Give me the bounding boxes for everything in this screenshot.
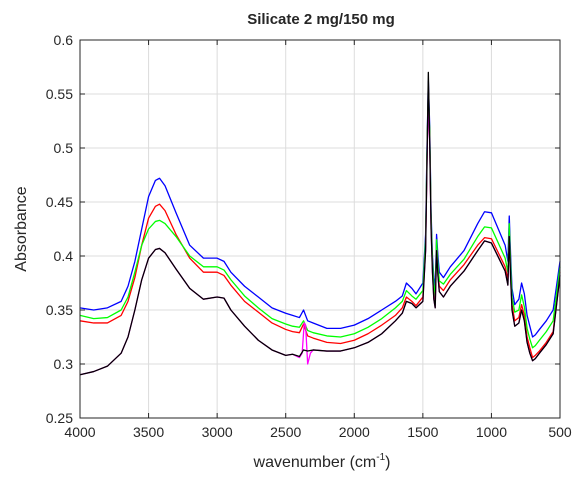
plot-frame xyxy=(79,39,561,419)
ticks xyxy=(79,39,561,419)
y-tick-label: 0.4 xyxy=(54,248,74,264)
x-tick-label: 3500 xyxy=(133,424,164,440)
spectrum-line xyxy=(79,71,561,376)
y-tick-labels: 0.25 0.3 0.35 0.4 0.45 0.5 0.55 0.6 xyxy=(46,32,73,426)
y-axis-label: Absorbance xyxy=(13,186,30,271)
y-tick-label: 0.25 xyxy=(46,410,73,426)
grid xyxy=(79,39,561,419)
spectrum-line xyxy=(79,90,561,349)
y-tick-label: 0.35 xyxy=(46,302,73,318)
x-axis-label-main: wavenumber (cm xyxy=(253,454,377,471)
plot-area xyxy=(80,40,560,418)
x-tick-label: 2500 xyxy=(270,424,301,440)
chart-title: Silicate 2 mg/150 mg xyxy=(247,11,395,28)
x-axis-label-close: ) xyxy=(385,454,390,471)
x-tick-label: 3000 xyxy=(202,424,233,440)
y-tick-label: 0.45 xyxy=(46,194,73,210)
y-tick-label: 0.5 xyxy=(54,140,74,156)
x-tick-label: 1000 xyxy=(476,424,507,440)
x-tick-label: 2000 xyxy=(339,424,370,440)
x-axis-label-sup: -1 xyxy=(376,452,385,463)
x-axis-label: wavenumber (cm-1) xyxy=(253,452,391,471)
x-tick-labels: 4000 3500 3000 2500 2000 1500 1000 500 xyxy=(64,424,571,440)
x-tick-label: 1500 xyxy=(407,424,438,440)
y-tick-label: 0.55 xyxy=(46,86,73,102)
series-group xyxy=(79,71,561,376)
y-tick-label: 0.6 xyxy=(54,32,74,48)
spectrum-line xyxy=(79,80,561,338)
y-tick-label: 0.3 xyxy=(54,356,74,372)
x-tick-label: 500 xyxy=(548,424,572,440)
x-tick-label: 4000 xyxy=(64,424,95,440)
